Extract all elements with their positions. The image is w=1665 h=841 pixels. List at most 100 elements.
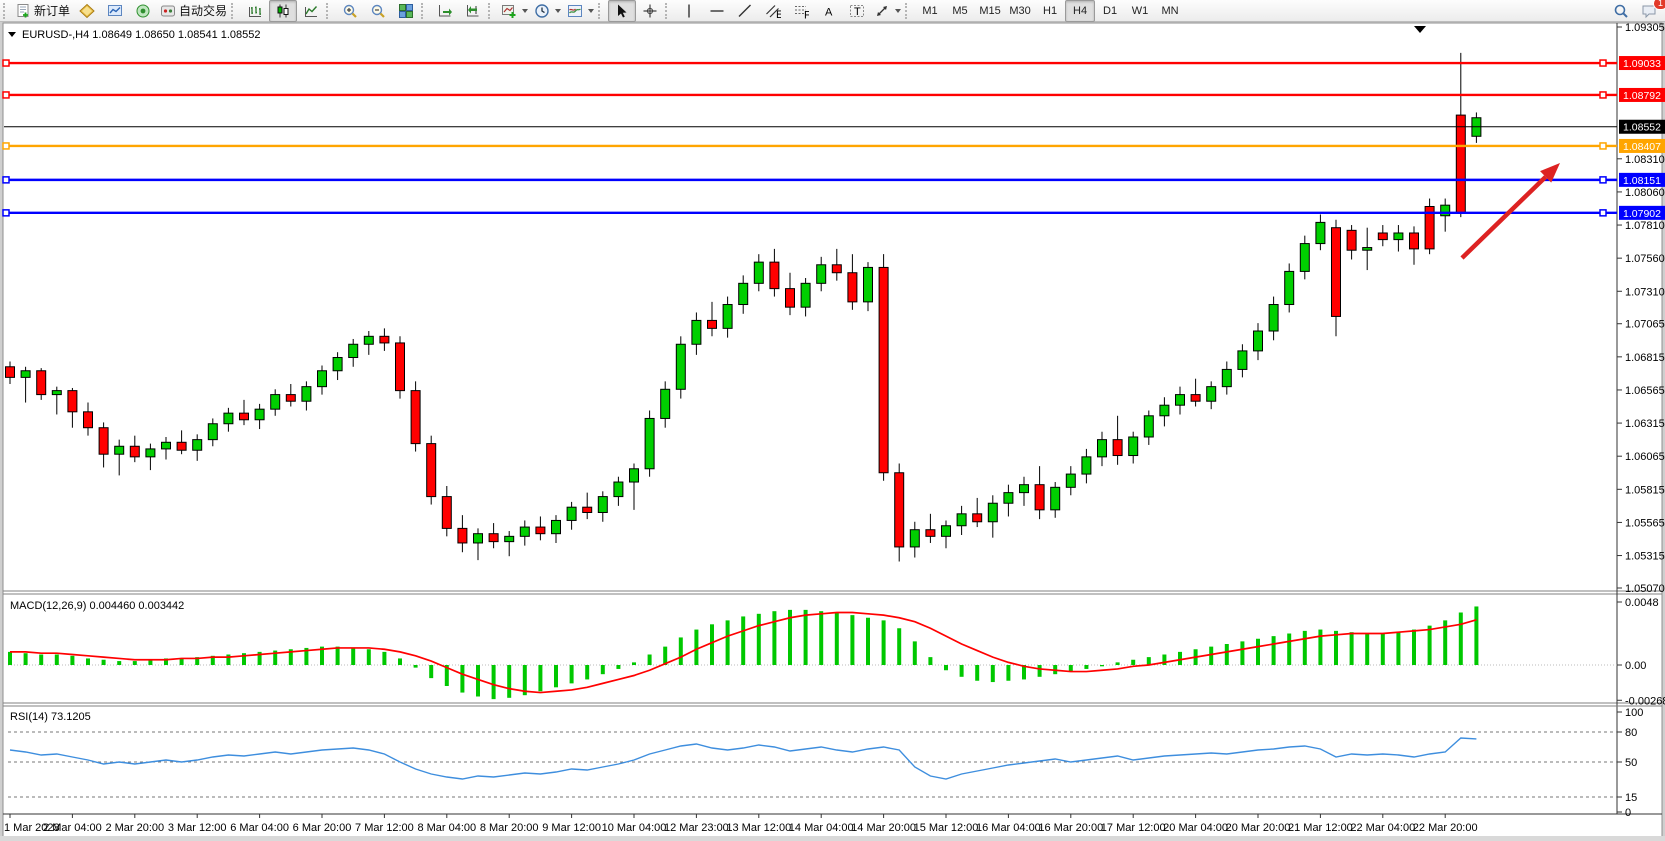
- fibonacci-icon: F: [795, 5, 809, 19]
- price-line-badge: [1619, 172, 1665, 187]
- hline-left-handle[interactable]: [2, 209, 10, 217]
- candle-body: [504, 535, 515, 543]
- templates-button[interactable]: [564, 0, 597, 22]
- crosshair-tool-button[interactable]: [636, 0, 664, 22]
- cursor-tool-button[interactable]: [608, 0, 637, 22]
- search-icon: [1614, 4, 1628, 18]
- hline-right-handle[interactable]: [1599, 176, 1607, 184]
- macd-histogram-bar: [179, 658, 184, 665]
- timeframe-button-M15[interactable]: M15: [979, 4, 1001, 17]
- date-label: 14 Mar 04:00: [789, 822, 854, 834]
- tile-windows-button[interactable]: [392, 0, 420, 22]
- hline-left-handle[interactable]: [2, 91, 10, 99]
- macd-histogram-bar: [86, 658, 90, 665]
- timeframe-button-W1[interactable]: W1: [1131, 4, 1149, 17]
- chart-menu-icon[interactable]: [8, 32, 16, 37]
- zoom-in-button[interactable]: [336, 0, 364, 22]
- horizontal-line-tool-button[interactable]: [703, 0, 731, 22]
- macd-histogram-bar: [39, 654, 44, 665]
- date-label: 8 Mar 20:00: [480, 822, 539, 834]
- periods-button[interactable]: [531, 0, 564, 22]
- macd-histogram-bar: [678, 637, 683, 665]
- macd-histogram-bar: [990, 665, 995, 683]
- auto-trading-label: 自动交易: [179, 4, 228, 18]
- macd-histogram-bar: [1037, 665, 1042, 677]
- price-axis[interactable]: 1.09305 1.08310 1.08060 1.07810 1.07560 1.073…: [1617, 22, 1665, 595]
- macd-histogram-bar: [569, 665, 574, 684]
- timeframe-button-MN[interactable]: MN: [1161, 4, 1179, 17]
- trend-arrow[interactable]: [1460, 163, 1560, 260]
- zoom-out-button[interactable]: [364, 0, 392, 22]
- timeframe-button-M30[interactable]: M30: [1009, 4, 1031, 17]
- fibonacci-tool-button[interactable]: F: [787, 0, 815, 22]
- vertical-line-tool-button[interactable]: [675, 0, 703, 22]
- hline-right-handle[interactable]: [1599, 91, 1607, 99]
- svg-text:E: E: [776, 9, 781, 19]
- trend-arrow-shaft[interactable]: [1460, 175, 1548, 260]
- charts-button[interactable]: [101, 0, 129, 22]
- arrows-tool-button[interactable]: [871, 0, 904, 22]
- horizontal-line-icon: [710, 9, 724, 12]
- new-order-button[interactable]: 新订单: [13, 0, 73, 22]
- price-tick-label: 1.08310: [1625, 154, 1665, 166]
- line-chart-mode-button[interactable]: [297, 0, 325, 22]
- date-label: 20 Mar 04:00: [1163, 822, 1228, 834]
- macd-histogram-bar: [1256, 638, 1260, 665]
- hline-right-handle[interactable]: [1599, 59, 1607, 67]
- rsi-tick-label: 50: [1625, 757, 1637, 769]
- timeframe-button-H4[interactable]: H4: [1065, 0, 1096, 22]
- text-tool-button[interactable]: A: [815, 0, 843, 22]
- price-line-badge-label: 1.07902: [1623, 208, 1661, 220]
- rsi-panel: 100 80 50 15 0 RSI(14) 73.1205: [3, 705, 1662, 819]
- macd-histogram-bar: [616, 665, 621, 669]
- hline-left-handle[interactable]: [2, 59, 10, 67]
- quotes-button[interactable]: [73, 0, 101, 22]
- auto-scroll-button[interactable]: [431, 0, 459, 22]
- timeframe-button-M5[interactable]: M5: [952, 4, 968, 17]
- toolbar-grip: [231, 2, 238, 19]
- indicators-button[interactable]: [498, 0, 531, 22]
- macd-histogram-bar: [585, 665, 590, 680]
- price-tick-label: 1.05565: [1625, 517, 1665, 529]
- search-button[interactable]: [1607, 0, 1635, 22]
- candle-body: [83, 411, 93, 429]
- macd-histogram-bar: [866, 617, 870, 665]
- text-label-tool-button[interactable]: T: [843, 0, 871, 22]
- notifications-button[interactable]: 1: [1635, 0, 1665, 22]
- trendline-tool-button[interactable]: [731, 0, 759, 22]
- macd-histogram-bar: [1068, 665, 1073, 672]
- chart-shift-triangle[interactable]: [1414, 26, 1426, 33]
- timeframe-button-M1[interactable]: M1: [922, 4, 938, 17]
- bar-chart-mode-button[interactable]: [241, 0, 269, 22]
- auto-scroll-icon: [439, 4, 453, 16]
- toolbar-grip: [421, 2, 428, 19]
- candle-body: [332, 357, 343, 372]
- macd-histogram-bar: [1162, 654, 1167, 665]
- macd-histogram-bar: [803, 609, 808, 665]
- auto-trading-button[interactable]: 自动交易: [157, 0, 230, 22]
- hline-left-handle[interactable]: [2, 176, 10, 184]
- timeframe-button-H1[interactable]: H1: [1043, 4, 1058, 17]
- hline-left-handle[interactable]: [2, 142, 10, 150]
- macd-histogram-bar: [710, 624, 714, 665]
- chart-shift-button[interactable]: [459, 0, 487, 22]
- candle-body: [176, 441, 187, 451]
- candlestick-mode-button[interactable]: [269, 0, 298, 22]
- equidistant-channel-tool-button[interactable]: E: [759, 0, 787, 22]
- hline-right-handle[interactable]: [1599, 142, 1607, 150]
- chart-shift-icon: [467, 4, 479, 16]
- text-label-icon: T: [850, 4, 865, 18]
- signals-button[interactable]: [129, 0, 157, 22]
- trend-arrow-head[interactable]: [1540, 163, 1560, 183]
- timeframe-button-D1[interactable]: D1: [1103, 4, 1118, 17]
- hline-right-handle[interactable]: [1599, 209, 1607, 217]
- macd-histogram-bar: [23, 653, 28, 665]
- candle-body: [582, 506, 593, 513]
- candle-body: [738, 282, 749, 306]
- price-tick-label: 1.07560: [1625, 253, 1665, 265]
- clock-icon: [535, 3, 549, 18]
- candle-body: [114, 445, 125, 455]
- trendline-icon: [738, 4, 752, 17]
- candle-body: [1019, 484, 1029, 494]
